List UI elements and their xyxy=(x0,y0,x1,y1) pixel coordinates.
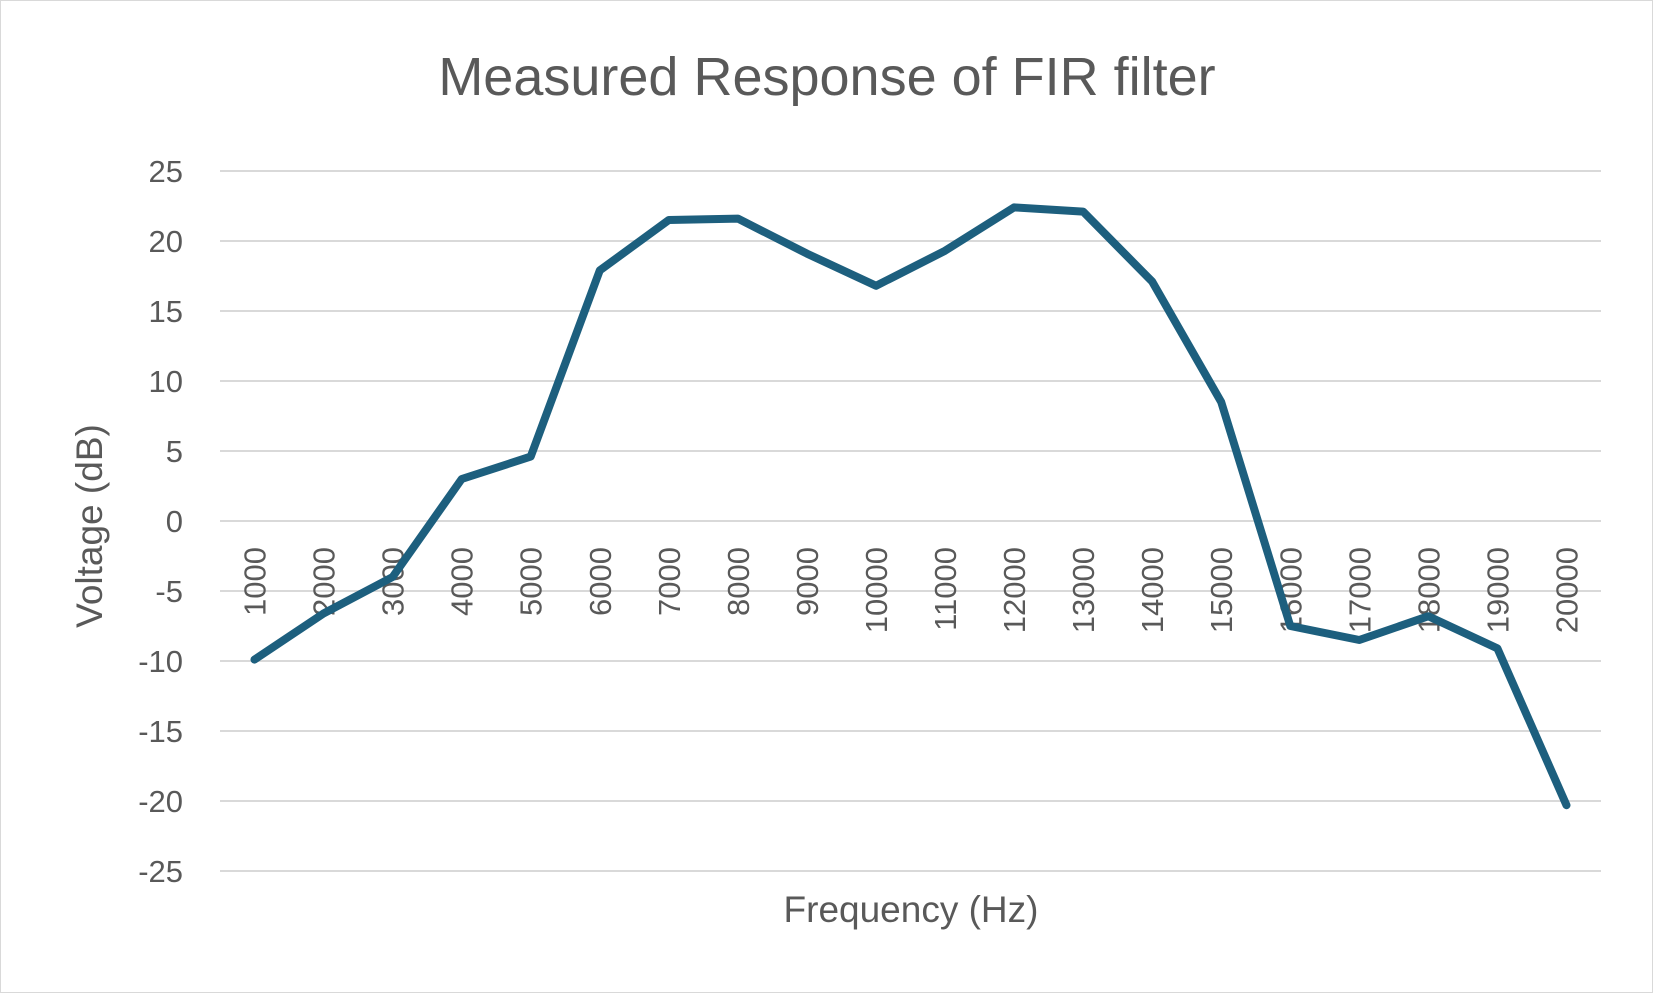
y-tick-label: 25 xyxy=(149,154,183,189)
gridlines xyxy=(220,170,1601,872)
x-tick-label: 1000 xyxy=(238,547,273,616)
x-tick-label: 8000 xyxy=(721,547,756,616)
x-tick-label: 13000 xyxy=(1066,547,1101,633)
x-tick-label: 6000 xyxy=(583,547,618,616)
y-tick-label: -25 xyxy=(138,854,183,889)
y-tick-label: -10 xyxy=(138,644,183,679)
chart-title: Measured Response of FIR filter xyxy=(438,47,1215,107)
y-tick-label: 0 xyxy=(166,504,183,539)
y-tick-label: -20 xyxy=(138,784,183,819)
y-tick-label: 10 xyxy=(149,364,183,399)
y-axis-tick-labels: 25 20 15 10 5 0 -5 -10 -15 -20 -25 xyxy=(138,154,183,889)
y-axis-title: Voltage (dB) xyxy=(69,424,110,628)
x-tick-label: 9000 xyxy=(790,547,825,616)
y-tick-label: 15 xyxy=(149,294,183,329)
x-tick-label: 10000 xyxy=(859,547,894,633)
series-layer xyxy=(250,203,1571,810)
x-tick-label: 19000 xyxy=(1480,547,1515,633)
y-tick-label: 20 xyxy=(149,224,183,259)
y-tick-label: 5 xyxy=(166,434,183,469)
series-line xyxy=(250,203,1571,810)
x-tick-label: 15000 xyxy=(1204,547,1239,633)
x-tick-label: 5000 xyxy=(514,547,549,616)
x-tick-label: 11000 xyxy=(928,547,963,631)
y-tick-label: -5 xyxy=(155,574,183,609)
x-axis-tick-labels: 1000 2000 3000 4000 5000 6000 7000 8000 9000 1000… xyxy=(238,547,1585,633)
x-tick-label: 17000 xyxy=(1342,547,1377,633)
x-axis-title: Frequency (Hz) xyxy=(784,889,1039,930)
x-tick-label: 20000 xyxy=(1549,547,1584,633)
x-tick-label: 7000 xyxy=(652,547,687,616)
y-tick-label: -15 xyxy=(138,714,183,749)
x-tick-label: 12000 xyxy=(997,547,1032,633)
x-tick-label: 14000 xyxy=(1135,547,1170,633)
x-tick-label: 4000 xyxy=(445,547,480,616)
